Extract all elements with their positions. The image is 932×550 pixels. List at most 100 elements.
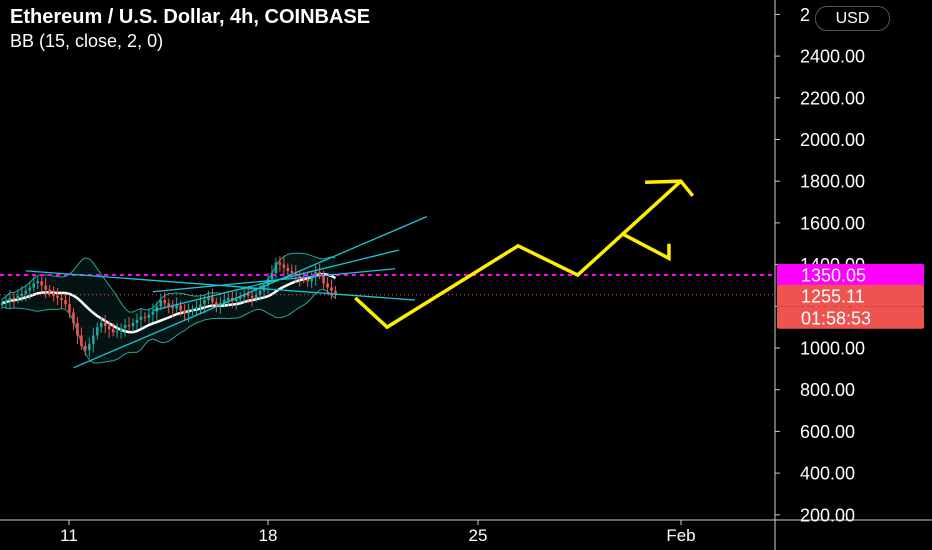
projection-main: [354, 179, 683, 330]
candle-body: [147, 314, 151, 318]
candle-body: [238, 296, 242, 300]
candle: [8, 290, 12, 309]
candle-body: [250, 295, 254, 298]
candle-body: [215, 302, 218, 306]
candle-body: [167, 303, 171, 307]
price-tick-label: 2000.00: [800, 130, 865, 150]
candle: [135, 313, 139, 331]
candle-body: [36, 281, 40, 284]
candle: [282, 256, 286, 277]
candle-body: [52, 292, 55, 296]
countdown-label-bg: [777, 306, 924, 329]
candle: [60, 293, 63, 309]
candle: [322, 270, 325, 289]
countdown-label-text: 01:58:53: [801, 308, 871, 328]
candle-body: [80, 335, 83, 346]
candle-body: [24, 290, 28, 294]
channel-lines: [25, 216, 428, 369]
candle-body: [119, 328, 123, 332]
candle-body: [179, 305, 182, 311]
candle-body: [191, 309, 194, 312]
candle: [48, 285, 51, 297]
time-tick-label: 25: [469, 526, 488, 545]
projection-branch: [620, 231, 671, 262]
currency-button[interactable]: USD: [815, 6, 890, 31]
candle-body: [44, 285, 47, 290]
candle-body: [143, 316, 147, 318]
candle: [119, 323, 123, 339]
candle-body: [195, 307, 198, 310]
candle-body: [159, 300, 163, 307]
candle: [286, 263, 290, 276]
candle-body: [103, 322, 107, 327]
candle-body: [64, 300, 67, 305]
candle: [88, 337, 91, 358]
candle: [159, 293, 163, 311]
candle: [183, 304, 186, 321]
candle-body: [298, 276, 302, 279]
candle-body: [95, 327, 99, 336]
candle: [24, 286, 28, 301]
resistance-price-label: 1350.05: [777, 264, 924, 287]
candle: [278, 256, 282, 272]
price-tick-label: 1800.00: [800, 172, 865, 192]
candle: [115, 323, 119, 338]
candle: [147, 308, 151, 324]
candle-body: [282, 264, 286, 268]
candle: [0, 298, 4, 310]
candle-body: [123, 325, 127, 329]
candle-body: [302, 278, 306, 280]
candle: [95, 322, 99, 340]
candle-body: [322, 275, 325, 284]
last-price-label-text: 1255.11: [801, 286, 865, 306]
candle: [195, 301, 198, 316]
candle: [84, 341, 87, 356]
candle-body: [115, 331, 119, 333]
price-tick-label: 800.00: [800, 380, 855, 400]
candle: [310, 272, 313, 289]
candle-body: [254, 294, 258, 298]
candle-body: [0, 303, 4, 306]
candle: [20, 285, 24, 302]
candle: [4, 294, 8, 309]
price-tick-label: 2400.00: [800, 47, 865, 67]
candle: [99, 316, 103, 333]
candle-body: [111, 329, 115, 333]
candle: [52, 286, 55, 302]
horizontal-levels: [0, 274, 775, 296]
candle-body: [131, 322, 135, 327]
candle-body: [28, 287, 32, 291]
candle-body: [48, 289, 51, 293]
price-tick-label: 1600.00: [800, 213, 865, 233]
projection-arrowhead: [645, 179, 695, 197]
candle-body: [294, 272, 298, 277]
channel-line: [152, 268, 396, 293]
candle-body: [20, 293, 24, 296]
candle-body: [290, 270, 294, 273]
candle-body: [12, 297, 16, 300]
resistance-price-label-bg: [777, 264, 924, 287]
candle-body: [306, 279, 309, 282]
candle: [139, 308, 143, 329]
candle: [238, 292, 242, 304]
countdown-label: 01:58:53: [777, 306, 924, 329]
candle: [111, 322, 115, 337]
last-price-label: 1255.11: [777, 284, 924, 307]
candle: [215, 297, 218, 313]
candle: [258, 282, 262, 301]
candle-body: [92, 335, 95, 344]
price-tick-label: 2200.00: [800, 88, 865, 108]
time-tick-label: 11: [60, 526, 78, 545]
candle-body: [326, 283, 329, 288]
candle: [326, 277, 329, 295]
candle: [318, 263, 321, 280]
candle: [131, 318, 135, 332]
time-tick-label: Feb: [666, 526, 695, 545]
candle-body: [4, 301, 8, 304]
candle-body: [107, 326, 111, 330]
indicator-legend[interactable]: BB (15, close, 2, 0): [10, 31, 164, 51]
candle-body: [151, 311, 155, 315]
candle-body: [226, 297, 230, 301]
candle: [127, 317, 131, 331]
